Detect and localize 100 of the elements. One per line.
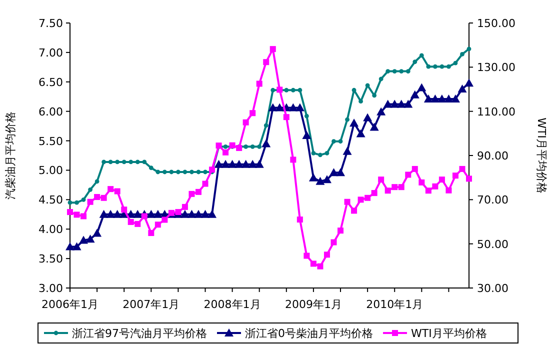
point bbox=[318, 152, 322, 158]
point bbox=[424, 94, 433, 102]
point bbox=[329, 168, 338, 176]
y-tick-label: 3.00 bbox=[38, 282, 63, 295]
point bbox=[102, 160, 106, 164]
point bbox=[128, 218, 134, 225]
point bbox=[112, 210, 122, 218]
point bbox=[344, 198, 350, 205]
point bbox=[390, 100, 400, 108]
point bbox=[338, 139, 343, 144]
point bbox=[182, 204, 188, 210]
point bbox=[296, 216, 303, 223]
point bbox=[154, 222, 161, 228]
point bbox=[383, 100, 392, 108]
point bbox=[376, 107, 386, 116]
point bbox=[342, 146, 352, 155]
point bbox=[270, 46, 276, 52]
point bbox=[115, 160, 120, 164]
point bbox=[100, 194, 107, 201]
point bbox=[351, 208, 358, 214]
point bbox=[142, 160, 147, 164]
point bbox=[202, 180, 208, 187]
point bbox=[322, 175, 332, 184]
point bbox=[200, 210, 210, 218]
x-tick-label: 2008年1月 bbox=[204, 298, 261, 311]
point bbox=[188, 190, 195, 197]
point bbox=[290, 88, 296, 92]
y-tick-label: 7.50 bbox=[38, 17, 63, 30]
point bbox=[257, 144, 262, 149]
point bbox=[250, 110, 256, 116]
x-tick-label: 2006年1月 bbox=[42, 298, 98, 311]
point bbox=[459, 166, 466, 172]
point bbox=[141, 213, 148, 220]
point bbox=[133, 210, 142, 218]
point bbox=[290, 156, 296, 163]
point bbox=[228, 160, 237, 168]
point bbox=[288, 103, 298, 112]
point bbox=[121, 206, 128, 213]
point bbox=[99, 210, 108, 218]
point bbox=[417, 83, 426, 92]
point bbox=[86, 234, 95, 243]
y-axis-title: 汽柴油月平均价格 bbox=[4, 112, 17, 200]
point bbox=[74, 212, 80, 218]
y2-tick-label: 50.00 bbox=[477, 238, 508, 251]
point bbox=[81, 197, 86, 202]
point bbox=[425, 188, 432, 194]
point bbox=[310, 260, 316, 267]
point bbox=[128, 160, 134, 164]
point bbox=[148, 230, 154, 236]
point bbox=[446, 187, 452, 194]
point bbox=[221, 160, 230, 168]
point bbox=[275, 103, 284, 112]
point bbox=[176, 170, 180, 174]
point bbox=[295, 103, 304, 112]
point bbox=[345, 117, 350, 122]
point bbox=[94, 179, 100, 184]
point bbox=[453, 60, 458, 66]
point bbox=[458, 84, 467, 92]
legend-label: 浙江省0号柴油月平均价格 bbox=[245, 327, 373, 340]
point bbox=[356, 129, 366, 138]
y-tick-label: 6.50 bbox=[38, 76, 63, 89]
point bbox=[384, 188, 391, 194]
x-tick-label: 2009年1月 bbox=[284, 298, 342, 311]
y-tick-label: 3.50 bbox=[38, 252, 63, 266]
point bbox=[169, 170, 174, 174]
point bbox=[399, 69, 404, 74]
y-tick-label: 4.00 bbox=[38, 223, 63, 236]
point bbox=[302, 130, 312, 139]
point bbox=[264, 123, 268, 128]
point bbox=[432, 183, 438, 190]
point bbox=[336, 168, 346, 176]
point bbox=[350, 118, 359, 127]
point bbox=[148, 166, 154, 170]
point bbox=[460, 52, 464, 56]
point bbox=[412, 166, 418, 172]
point bbox=[190, 170, 194, 174]
point bbox=[363, 113, 372, 122]
point bbox=[248, 160, 258, 168]
legend-label: WTI月平均价格 bbox=[411, 327, 487, 340]
point bbox=[234, 160, 244, 168]
point bbox=[358, 99, 363, 104]
point bbox=[324, 252, 330, 258]
point bbox=[214, 160, 224, 168]
point bbox=[208, 210, 217, 218]
point bbox=[370, 122, 379, 131]
point bbox=[194, 210, 203, 218]
y2-tick-label: 70.00 bbox=[477, 194, 508, 207]
point bbox=[446, 64, 451, 69]
point bbox=[108, 186, 114, 192]
point bbox=[378, 76, 384, 82]
point bbox=[94, 194, 100, 200]
point bbox=[332, 139, 336, 144]
point bbox=[106, 210, 116, 218]
point bbox=[418, 179, 425, 186]
point bbox=[371, 190, 378, 196]
point bbox=[330, 239, 337, 246]
point bbox=[419, 53, 424, 58]
point bbox=[396, 100, 406, 108]
point bbox=[67, 209, 73, 216]
point bbox=[338, 228, 344, 234]
